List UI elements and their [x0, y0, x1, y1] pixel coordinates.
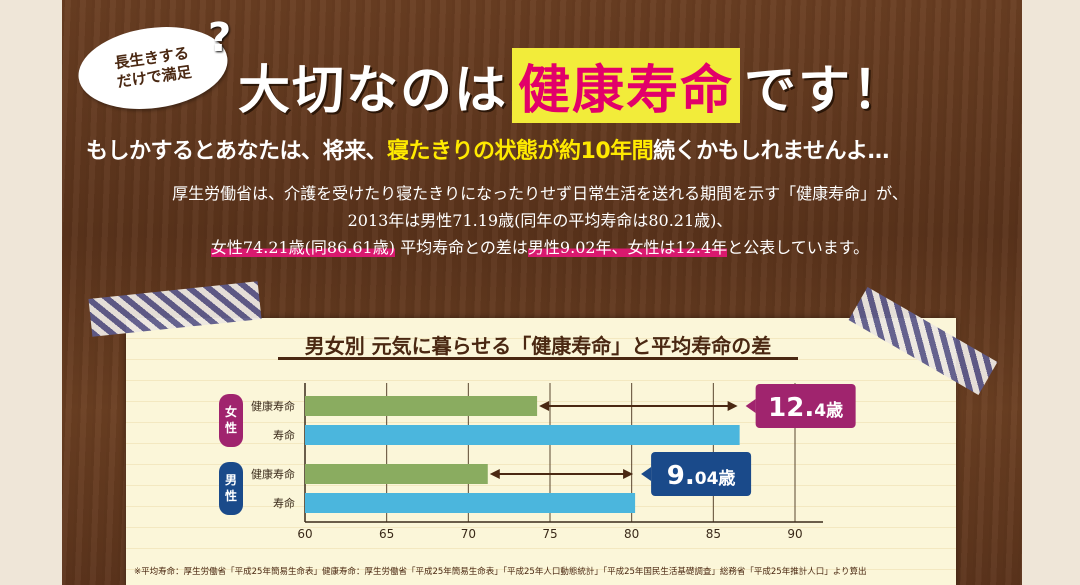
x-tick-label: 75: [542, 527, 557, 541]
group-label: 男: [225, 473, 237, 487]
body-text: 厚生労働省は、介護を受けたり寝たきりになったりせず日常生活を送れる期間を示す「健…: [100, 180, 980, 261]
group-badge: [219, 462, 243, 515]
subheading-part-1: もしかするとあなたは、将来、: [86, 139, 388, 164]
body-line-3: 女性74.21歳(同86.61歳) 平均寿命との差は男性9.02年、女性は12.…: [100, 234, 980, 261]
gap-value-label: 12.4歳: [768, 393, 843, 423]
callout-pointer: [745, 399, 756, 413]
x-tick-label: 65: [379, 527, 394, 541]
callout-pointer: [641, 467, 652, 481]
subheading-part-2: 続くかもしれませんよ…: [653, 139, 889, 164]
x-tick-label: 80: [624, 527, 639, 541]
bar: [305, 464, 488, 484]
gap-callout: [651, 452, 752, 496]
headline-before: 大切なのは: [238, 60, 509, 121]
subheading-highlight: 寝たきりの状態が約10年間: [387, 139, 654, 164]
subheading: もしかするとあなたは、将来、寝たきりの状態が約10年間続くかもしれませんよ…: [86, 133, 1006, 165]
bar-category-label: 健康寿命: [251, 399, 295, 413]
group-badge: [219, 394, 243, 447]
bar-category-label: 寿命: [273, 496, 295, 510]
question-mark: ?: [208, 15, 232, 61]
page-margin-right: [1022, 0, 1080, 585]
footnote: ※平均寿命：厚生労働省「平成25年簡易生命表」健康寿命：厚生労働省「平成25年簡…: [134, 567, 867, 577]
x-tick-label: 60: [297, 527, 312, 541]
gap-callout: [755, 384, 856, 428]
x-tick-label: 85: [706, 527, 721, 541]
body-line-1: 厚生労働省は、介護を受けたり寝たきりになったりせず日常生活を送れる期間を示す「健…: [172, 184, 908, 203]
headline: 大切なのは 健康寿命 です！: [238, 47, 907, 123]
x-tick-label: 90: [787, 527, 802, 541]
group-label: 性: [224, 488, 237, 503]
gap-arrow-head-left: [489, 469, 500, 479]
bar-category-label: 健康寿命: [251, 467, 295, 481]
body-line-3-b: 平均寿命との差は: [394, 238, 528, 257]
gap-arrow-head-right: [623, 469, 634, 479]
group-label: 性: [224, 420, 237, 435]
gap-arrow-head-left: [539, 401, 550, 411]
x-tick-label: 70: [461, 527, 476, 541]
body-line-2: 2013年は男性71.19歳(同年の平均寿命は80.21歳)、: [347, 211, 733, 230]
group-label: 女: [225, 404, 237, 419]
page-margin-left: [0, 0, 62, 585]
bar: [305, 396, 538, 416]
bar-category-label: 寿命: [273, 428, 295, 442]
chart-title: 男女別 元気に暮らせる「健康寿命」と平均寿命の差: [278, 330, 798, 360]
headline-key: 健康寿命: [512, 47, 741, 123]
body-line-3-d: と公表しています。: [727, 238, 870, 257]
body-line-3-a: 女性74.21歳(同86.61歳): [210, 238, 395, 257]
bar: [305, 493, 636, 513]
chart-paper: [126, 318, 956, 585]
headline-after: です！: [744, 60, 907, 121]
body-line-3-c: 男性9.02年、女性は12.4年: [527, 238, 728, 257]
bar: [305, 425, 740, 445]
gap-arrow-head-right: [727, 401, 738, 411]
gap-value-label: 9.04歳: [667, 461, 736, 491]
